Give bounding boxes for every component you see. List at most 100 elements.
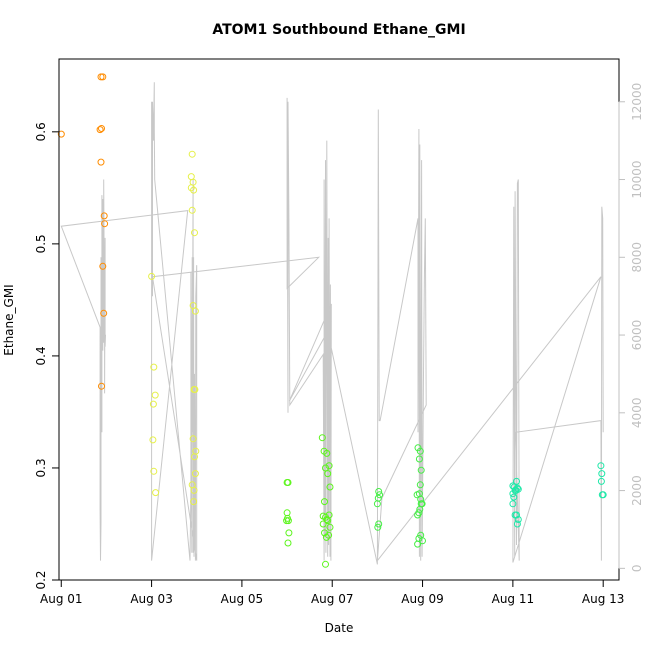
y2-tick-label: 12000: [630, 83, 644, 121]
data-point: [190, 498, 198, 506]
data-point: [150, 363, 158, 371]
data-point: [326, 523, 334, 531]
data-point: [321, 498, 328, 506]
data-point: [325, 462, 333, 470]
x-axis: Aug 01 Aug 03 Aug 05 Aug 07 Aug 09 Aug 11 Aug …: [40, 579, 625, 606]
y-tick-label: 0.6: [34, 122, 48, 141]
data-point: [190, 186, 198, 194]
data-point: [189, 435, 197, 443]
data-point: [322, 560, 329, 568]
data-point: [415, 509, 423, 517]
y2-tick-label: 10000: [630, 160, 644, 198]
data-point: [284, 539, 292, 547]
y2-tick-label: 6000: [630, 320, 644, 351]
data-point: [322, 533, 330, 541]
y-tick-label: 0.4: [34, 346, 48, 365]
data-point: [514, 516, 522, 523]
data-point: [326, 483, 334, 491]
data-point: [187, 184, 195, 192]
data-point: [414, 540, 422, 548]
data-point: [100, 212, 108, 220]
y2-tick-label: 4000: [630, 398, 644, 429]
data-point: [416, 447, 424, 455]
x-tick-label: Aug 13: [582, 592, 625, 606]
data-point: [325, 511, 333, 519]
data-point: [375, 488, 383, 495]
data-point: [376, 491, 384, 499]
data-point: [285, 529, 293, 537]
data-point: [101, 220, 109, 228]
y-axis: 0.2 0.3 0.4 0.5 0.6: [34, 122, 60, 590]
data-point: [514, 485, 522, 493]
y2-axis: 0 2000 4000 6000 8000 10000 12000: [618, 83, 644, 573]
data-point: [598, 470, 606, 478]
x-tick-label: Aug 09: [401, 592, 444, 606]
data-point: [323, 449, 331, 457]
data-point: [318, 434, 326, 442]
x-tick-label: Aug 01: [40, 592, 83, 606]
data-point: [375, 520, 383, 528]
x-tick-label: Aug 07: [311, 592, 354, 606]
data-point: [513, 511, 520, 519]
data-point: [417, 466, 425, 474]
y-axis-label: Ethane_GMI: [2, 284, 16, 355]
data-point: [150, 467, 158, 475]
data-point: [417, 500, 425, 508]
y-tick-label: 0.5: [34, 234, 48, 253]
data-point: [374, 523, 382, 531]
data-point: [417, 495, 425, 503]
data-point: [188, 150, 196, 158]
data-point: [284, 517, 292, 525]
x-tick-label: Aug 05: [221, 592, 264, 606]
data-point: [151, 391, 159, 399]
data-point: [191, 470, 199, 478]
data-point: [599, 491, 607, 499]
data-point: [324, 470, 332, 478]
data-point: [98, 125, 105, 132]
x-tick-label: Aug 03: [130, 592, 173, 606]
data-point: [597, 477, 605, 485]
data-point: [325, 531, 333, 539]
y2-tick-label: 2000: [630, 475, 644, 506]
y2-tick-label: 8000: [630, 242, 644, 273]
data-point: [57, 130, 65, 138]
data-point: [416, 481, 424, 489]
data-point: [191, 307, 199, 315]
data-point: [152, 489, 160, 497]
y2-tick-label: 0: [630, 565, 644, 573]
y-tick-label: 0.2: [34, 570, 48, 589]
flight-path-layer: [60, 82, 604, 565]
data-point: [190, 486, 198, 494]
data-point: [188, 206, 196, 214]
data-point: [513, 477, 520, 485]
data-point: [373, 500, 381, 508]
data-point: [191, 453, 198, 461]
data-point: [191, 386, 199, 393]
data-point: [284, 479, 292, 486]
points-layer: [57, 73, 607, 568]
data-point: [419, 537, 426, 545]
chart-title: ATOM1 Southbound Ethane_GMI: [212, 22, 465, 38]
data-point: [100, 309, 108, 317]
x-axis-label: Date: [325, 621, 354, 635]
data-point: [99, 73, 107, 81]
y-tick-label: 0.3: [34, 458, 48, 477]
data-point: [191, 229, 198, 237]
data-point: [148, 272, 156, 280]
data-point: [597, 462, 605, 470]
data-point: [319, 520, 327, 528]
data-point: [415, 455, 423, 463]
data-point: [513, 520, 521, 528]
data-point: [97, 158, 105, 166]
data-point: [96, 126, 104, 134]
data-point: [510, 493, 518, 501]
data-point: [509, 500, 517, 508]
flight-path-line: [60, 82, 604, 565]
data-point: [149, 400, 157, 408]
data-point: [99, 262, 107, 270]
x-tick-label: Aug 11: [492, 592, 535, 606]
data-point: [321, 529, 328, 537]
data-point: [98, 382, 105, 390]
data-point: [149, 436, 157, 444]
